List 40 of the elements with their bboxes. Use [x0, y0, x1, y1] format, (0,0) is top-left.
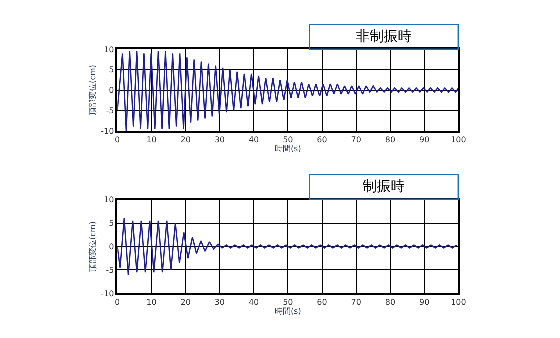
x-tick-label: 10: [146, 298, 157, 308]
x-tick-label: 20: [180, 135, 191, 144]
x-tick-label: 30: [214, 298, 226, 308]
x-tick-label: 0: [115, 298, 120, 308]
line-series: [118, 50, 459, 131]
x-tick-label: 90: [420, 135, 430, 144]
y-axis-title: 頂部変位(cm): [88, 65, 98, 116]
line-series: [118, 218, 458, 276]
x-axis-title: 時間(s): [274, 307, 302, 316]
text: 非制振時: [356, 29, 412, 46]
x-tick-label: 40: [248, 135, 260, 144]
x-tick-label: 90: [420, 298, 430, 308]
text: 制振時: [363, 179, 406, 196]
x-tick-label: 20: [180, 298, 191, 308]
x-tick-label: 60: [317, 135, 328, 144]
y-tick-label: 5: [109, 66, 114, 75]
y-tick-label: 10: [104, 196, 114, 205]
x-tick-label: 60: [317, 298, 328, 308]
y-tick-label: -5: [106, 266, 114, 276]
y-tick-label: 10: [104, 45, 114, 54]
x-tick-label: 0: [115, 135, 120, 144]
y-tick-label: 0: [109, 242, 114, 252]
y-tick-label: -10: [101, 290, 114, 298]
x-tick-label: 70: [351, 135, 362, 144]
x-tick-label: 100: [451, 135, 466, 144]
x-axis-title: 時間(s): [274, 144, 302, 154]
x-tick-label: 80: [385, 135, 396, 144]
x-tick-label: 10: [146, 135, 157, 144]
x-tick-label: 50: [283, 135, 294, 144]
x-tick-label: 80: [385, 298, 396, 308]
x-tick-label: 40: [248, 298, 260, 308]
y-tick-label: 5: [109, 219, 114, 228]
x-tick-label: 50: [283, 298, 294, 308]
y-axis-title: 頂部変位(cm): [88, 222, 98, 272]
y-tick-label: -5: [106, 106, 114, 116]
x-tick-label: 100: [451, 298, 466, 308]
x-tick-label: 30: [214, 135, 226, 144]
y-tick-label: -10: [101, 126, 114, 136]
x-tick-label: 70: [351, 298, 362, 308]
y-tick-label: 0: [109, 86, 114, 96]
